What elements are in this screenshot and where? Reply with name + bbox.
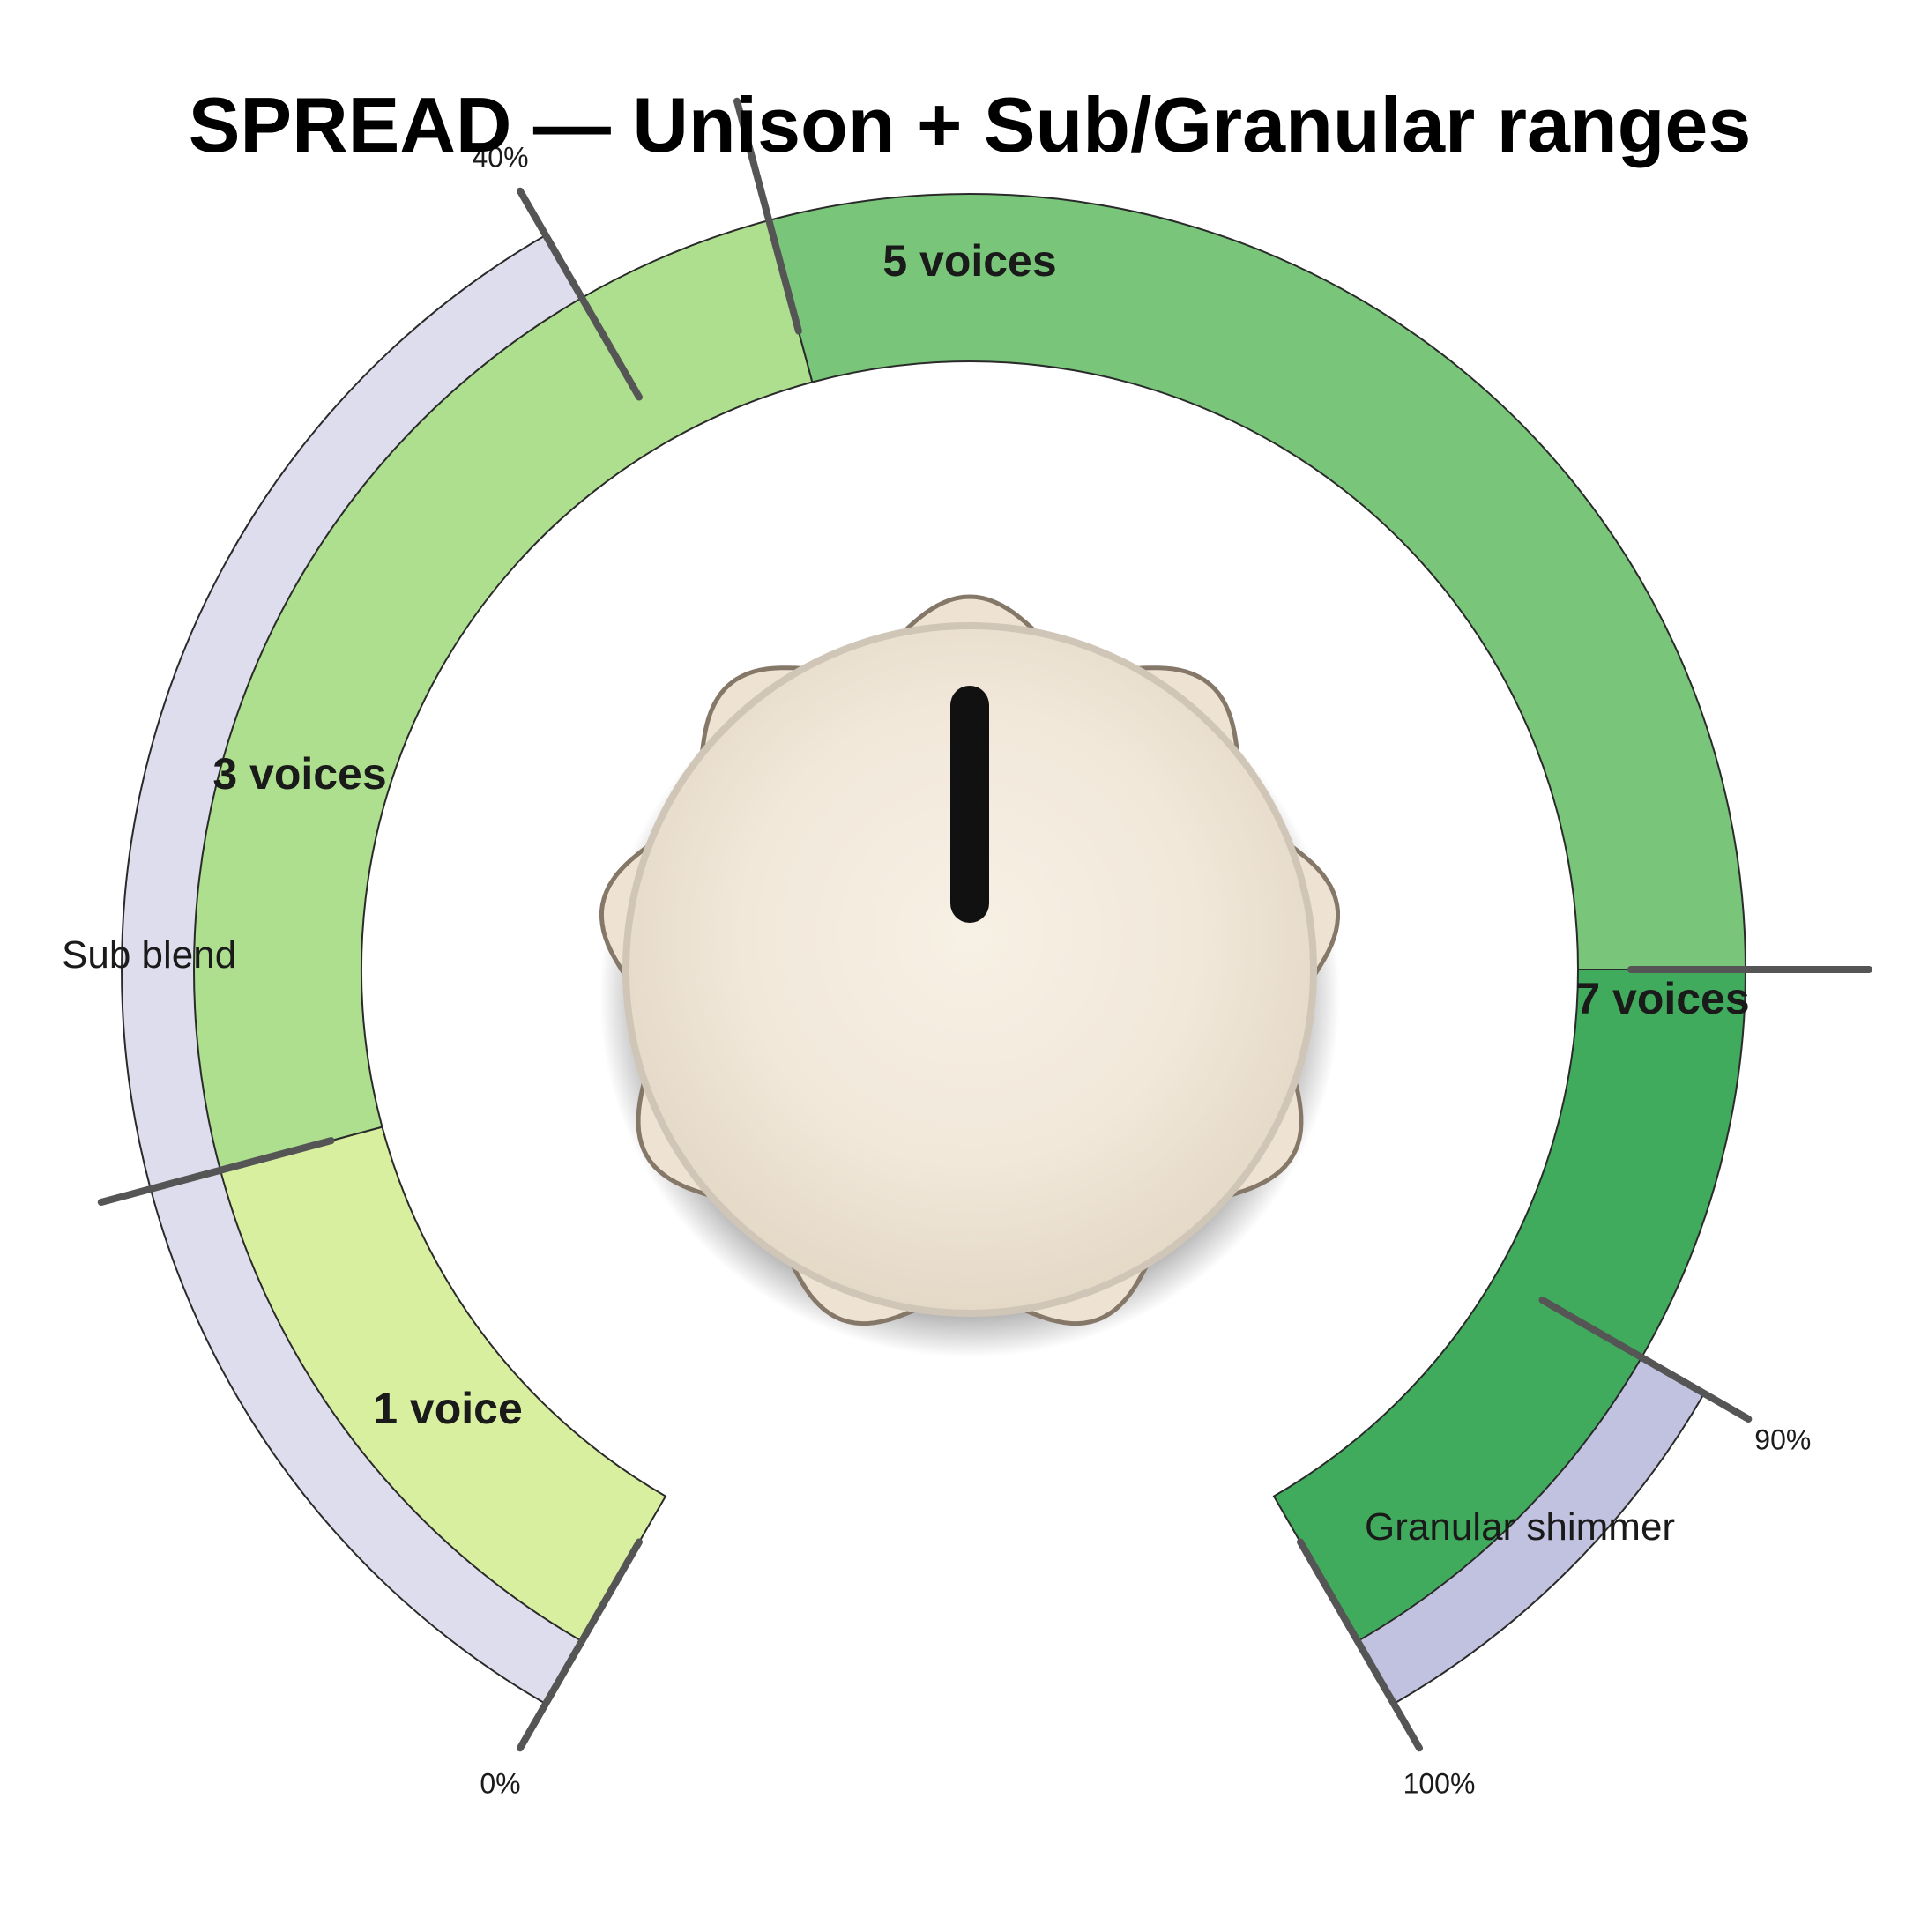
tick-label-1: 0% [480, 1767, 520, 1799]
granular-shimmer-label: Granular shimmer [1365, 1505, 1675, 1549]
zone-labels: 1 voice 3 voices 5 voices 7 voices [212, 236, 1749, 1433]
zone-label-1-voice: 1 voice [373, 1384, 523, 1433]
zone-label-5-voices: 5 voices [882, 236, 1056, 286]
sub-blend-label: Sub blend [62, 933, 236, 977]
tick-marks [97, 97, 1872, 1752]
outer-band-labels: Sub blend Granular shimmer [62, 933, 1675, 1549]
tick-labels: 0% 40% 90% 100% [472, 142, 1811, 1800]
tick-mark-3 [517, 187, 643, 401]
voice-zones [193, 193, 1747, 1643]
zone-label-3-voices: 3 voices [212, 749, 386, 799]
zone-label-7-voices: 7 voices [1575, 974, 1749, 1023]
page-title: SPREAD — Unison + Sub/Granular ranges [189, 81, 1752, 168]
tick-mark-2 [97, 1137, 335, 1206]
tick-label-3: 90% [1754, 1424, 1811, 1456]
tick-mark-7 [1297, 1538, 1423, 1752]
tick-mark-4 [733, 97, 802, 335]
tick-mark-1 [517, 1538, 643, 1752]
tick-mark-6 [1538, 1297, 1753, 1423]
zone-segment-3 [767, 193, 1747, 970]
knob-cap [622, 622, 1317, 1317]
tick-label-4: 100% [1403, 1767, 1476, 1799]
zone-segment-2 [193, 219, 814, 1172]
knob[interactable] [599, 594, 1340, 1357]
tick-label-2: 40% [472, 142, 528, 174]
